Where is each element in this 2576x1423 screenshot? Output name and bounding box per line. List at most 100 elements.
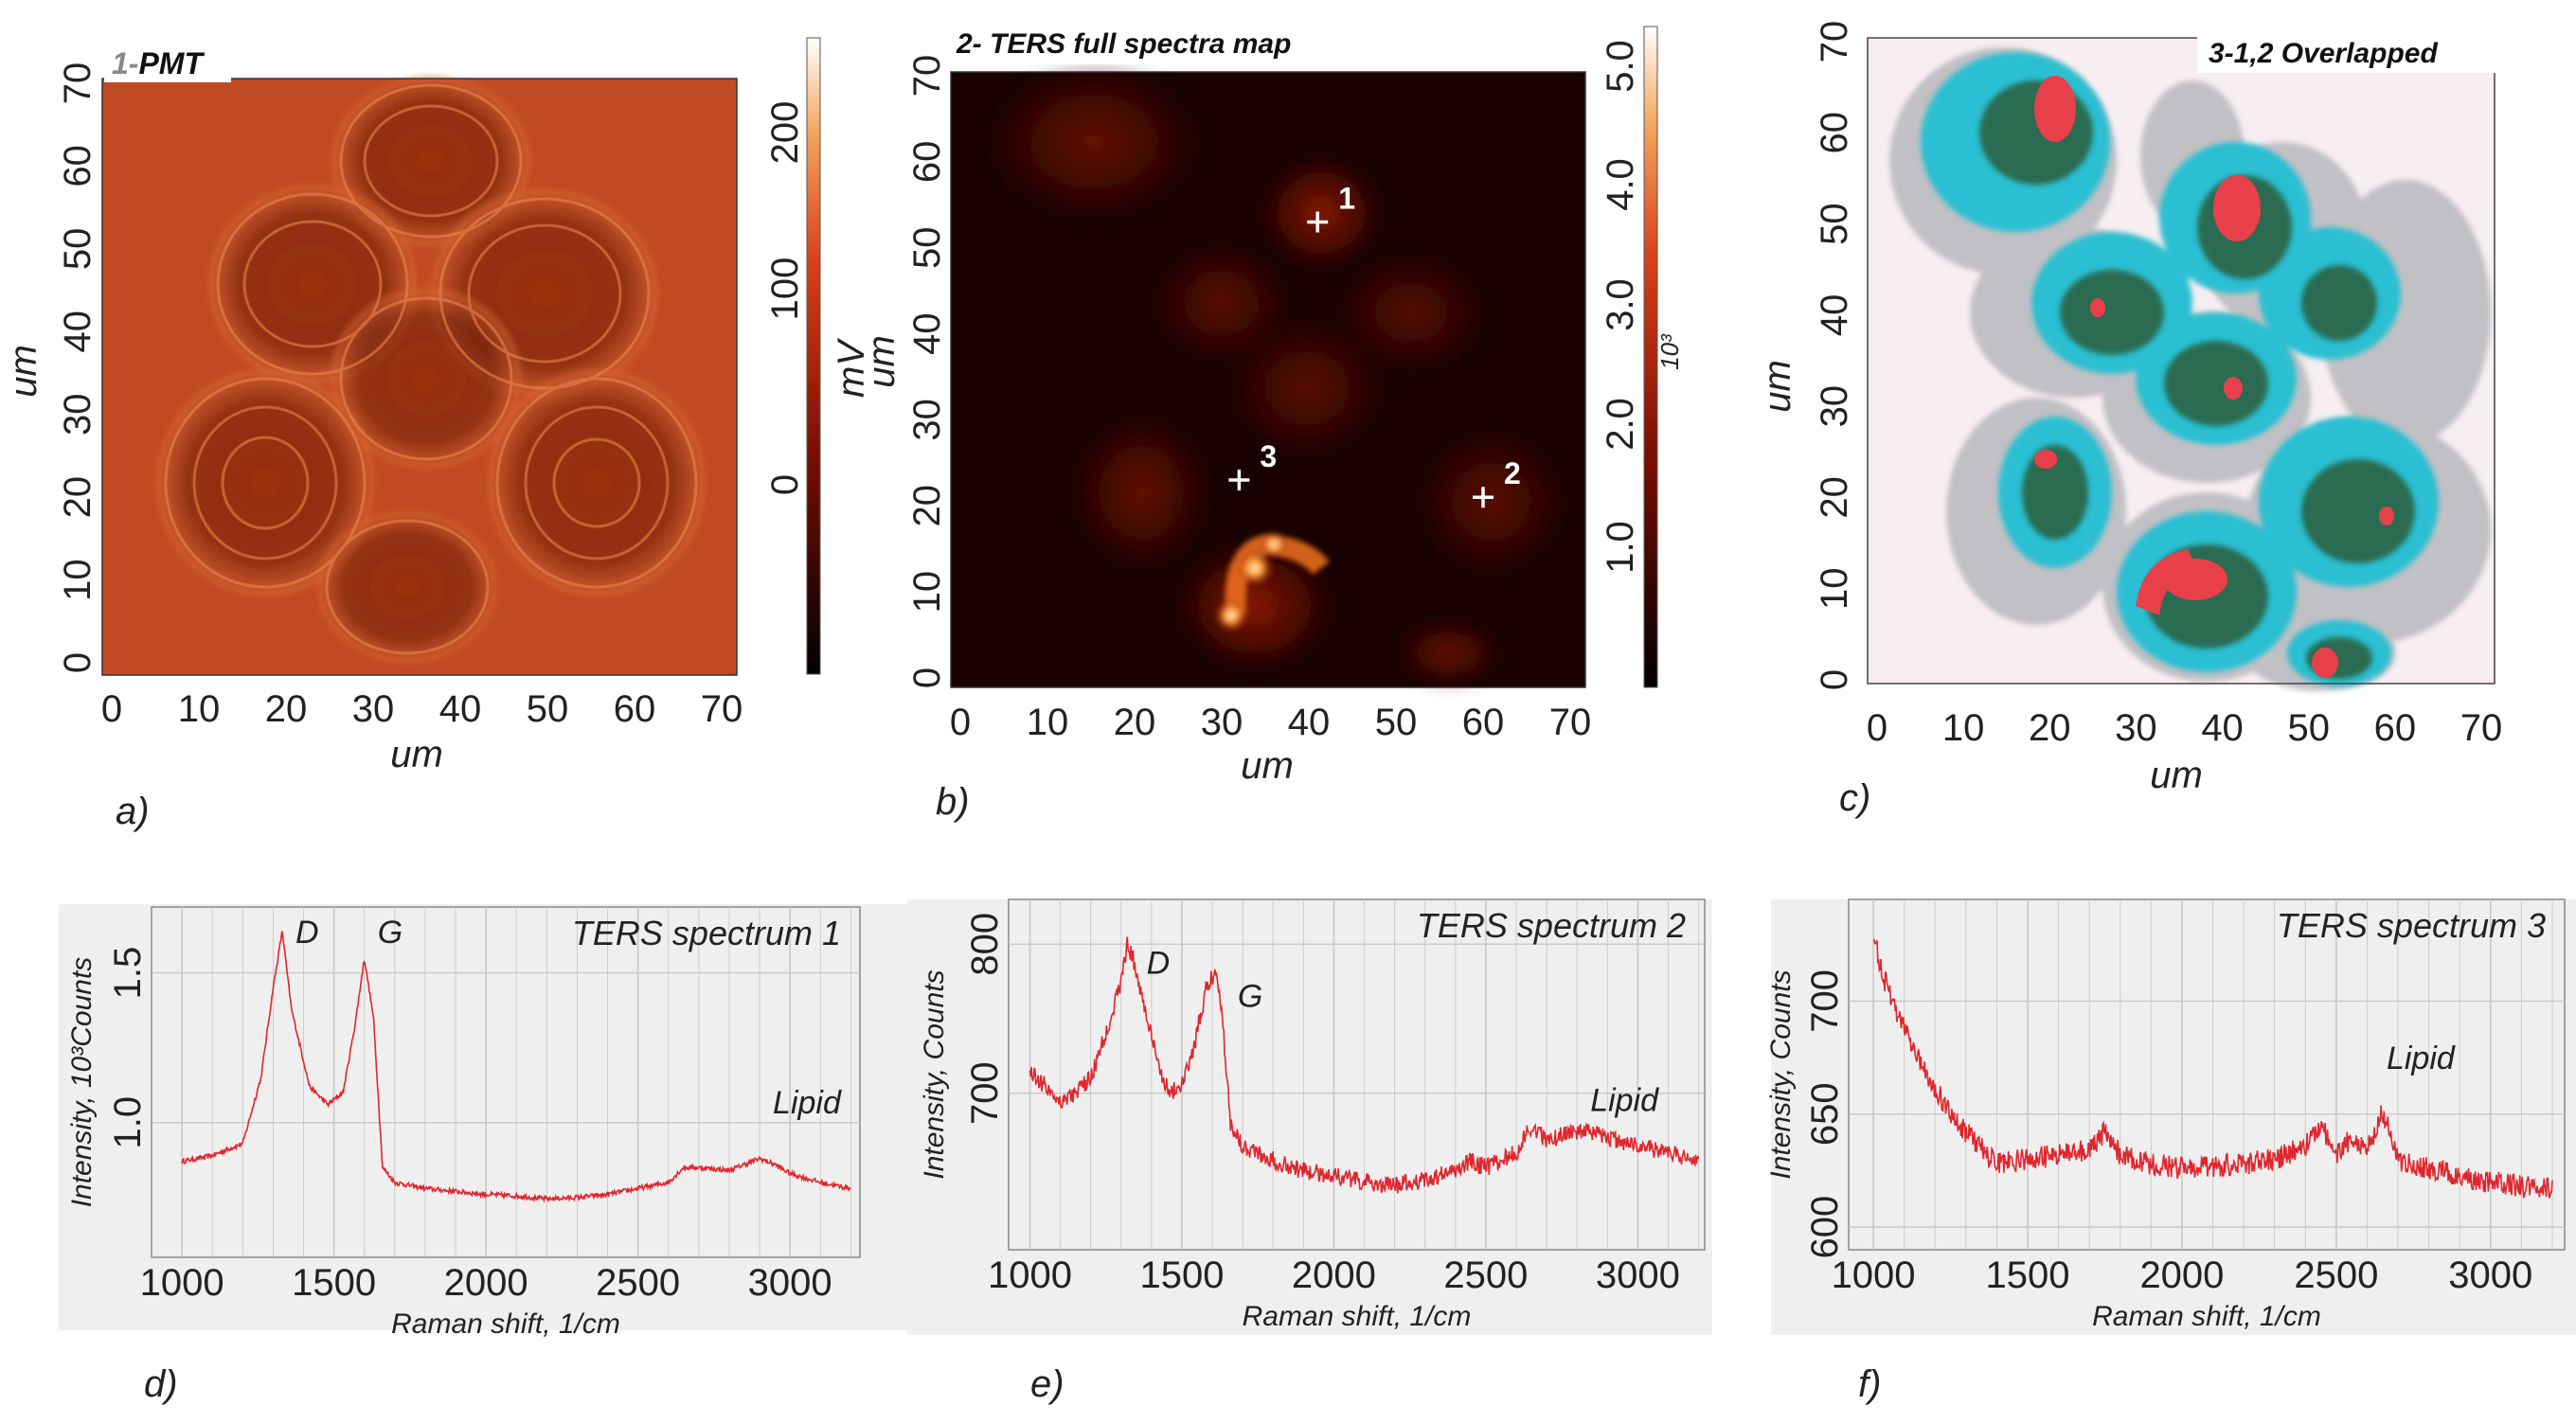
marker-label: 2 <box>1504 456 1521 490</box>
marker-cross <box>1307 211 1329 233</box>
spectrum-plot-area <box>1848 898 2566 1251</box>
x-tick-label: 10 <box>1942 707 1985 749</box>
x-tick-label: 20 <box>265 688 308 730</box>
x-tick-label: 2000 <box>444 1262 528 1304</box>
ters-map-ylabel: um <box>861 335 903 388</box>
x-tick-label: 60 <box>614 688 656 730</box>
y-tick-label: 1.0 <box>107 1096 149 1149</box>
y-tick-label: 700 <box>964 1061 1006 1125</box>
y-tick-label: 30 <box>906 399 948 441</box>
x-tick-label: 3000 <box>748 1262 832 1304</box>
pmt-colorbar-ticks: 200 100 0 <box>764 101 806 496</box>
x-tick-label: 1500 <box>1139 1254 1224 1296</box>
x-tick-label: 3000 <box>1596 1254 1680 1296</box>
y-tick-label: 30 <box>1814 385 1855 428</box>
ters-map-colorbar <box>1643 26 1658 688</box>
x-axis-label: Raman shift, 1/cm <box>391 1308 620 1340</box>
overlap-xlabel: um <box>2150 755 2203 796</box>
y-tick-label: 20 <box>906 485 948 527</box>
x-axis-label: Raman shift, 1/cm <box>2092 1301 2321 1332</box>
x-tick-label: 40 <box>1288 702 1331 743</box>
x-tick-label: 1500 <box>1986 1254 2070 1296</box>
spectrum-line <box>1872 938 2553 1199</box>
x-tick-label: 0 <box>1867 707 1887 749</box>
y-tick-label: 60 <box>57 145 98 187</box>
ters-map-frame <box>950 71 1586 688</box>
panel-label: d) <box>144 1363 178 1405</box>
x-tick-label: 0 <box>101 688 122 730</box>
x-tick-label: 30 <box>1201 702 1243 743</box>
marker-cross <box>1228 470 1250 491</box>
x-tick-label: 3000 <box>2448 1254 2532 1296</box>
x-tick-label: 60 <box>2374 707 2417 749</box>
x-tick-label: 50 <box>1375 702 1418 743</box>
marker-cross <box>1473 487 1494 508</box>
overlap-title: 3-1,2 Overlapped <box>2209 38 2438 69</box>
pmt-ylabel: um <box>3 345 45 398</box>
panel-b-ters-map: 1 2 3 2- TERS full spectra map 5.0 4.0 3.0… <box>861 21 1684 823</box>
overlap-title-box <box>2197 31 2496 73</box>
x-tick-label: 70 <box>701 688 743 730</box>
y-tick-label: 40 <box>906 312 948 355</box>
panel-c-overlapped-map: 3-1,2 Overlapped 0 10 20 30 40 50 60 70 0 10 20 30… <box>1757 21 2502 819</box>
ters-map-title-box <box>952 21 1321 64</box>
ters-map-markers: 1 2 3 <box>1228 181 1521 508</box>
peak-label: D <box>1147 946 1171 982</box>
x-tick-label: 2000 <box>2139 1254 2224 1296</box>
y-tick-label: 10 <box>1814 567 1855 610</box>
x-tick-label: 0 <box>950 702 971 743</box>
x-tick-label: 2500 <box>1443 1254 1528 1296</box>
overlap-yticks: 0 10 20 30 40 50 60 70 <box>1814 21 1855 690</box>
peak-label: Lipid <box>1590 1083 1659 1119</box>
x-tick-label: 40 <box>2201 707 2244 749</box>
spectrum-plot-area <box>151 906 861 1258</box>
ters-cbar-tick: 4.0 <box>1600 158 1641 211</box>
x-tick-label: 2500 <box>2294 1254 2378 1296</box>
y-tick-label: 70 <box>906 55 948 98</box>
peak-label: Lipid <box>2387 1041 2456 1076</box>
x-tick-label: 2000 <box>1292 1254 1376 1296</box>
x-tick-label: 20 <box>2029 707 2071 749</box>
peak-label: D <box>295 915 319 951</box>
pmt-yticks: 0 10 20 30 40 50 60 70 <box>57 62 98 673</box>
ters-map-blobs <box>980 57 1572 691</box>
y-tick-label: 50 <box>57 228 98 271</box>
y-tick-label: 40 <box>57 311 98 353</box>
ters-map-hotspot <box>1214 531 1330 632</box>
y-tick-label: 0 <box>57 652 98 673</box>
x-tick-label: 1000 <box>140 1262 224 1304</box>
peak-label: G <box>378 915 402 951</box>
y-tick-label: 1.5 <box>107 947 149 1000</box>
spectrum-line <box>181 931 851 1203</box>
panel-label-a: a) <box>116 791 150 832</box>
y-tick-label: 10 <box>57 559 98 601</box>
x-tick-label: 1000 <box>988 1254 1072 1296</box>
x-tick-label: 50 <box>527 688 569 730</box>
pmt-cells <box>156 76 706 663</box>
ters-cbar-tick: 5.0 <box>1600 40 1641 93</box>
y-tick-label: 0 <box>906 667 948 688</box>
y-tick-label: 800 <box>964 913 1006 976</box>
y-tick-label: 650 <box>1804 1082 1846 1146</box>
pmt-xticks: 0 10 20 30 40 50 60 70 <box>101 688 742 730</box>
spectrum-title: TERS spectrum 3 <box>2277 906 2546 945</box>
spectrum-plot-area <box>1008 898 1706 1251</box>
y-tick-label: 600 <box>1804 1196 1846 1259</box>
pmt-cbar-tick: 0 <box>764 474 806 495</box>
y-tick-label: 50 <box>906 226 948 269</box>
pmt-title-num: 1- <box>112 46 138 80</box>
panel-label-b: b) <box>936 781 970 823</box>
ters-map-title: 2- TERS full spectra map <box>956 28 1291 60</box>
y-tick-label: 30 <box>57 393 98 436</box>
y-axis-label: Intensity, 10³Counts <box>66 957 98 1208</box>
pmt-rings <box>164 83 698 655</box>
pmt-frame <box>101 78 738 676</box>
panel-label: f) <box>1858 1363 1881 1405</box>
overlap-red <box>2034 76 2394 678</box>
pmt-title-text: PMT <box>138 46 205 80</box>
y-tick-label: 700 <box>1804 969 1846 1033</box>
y-tick-label: 50 <box>1814 203 1855 244</box>
pmt-colorbar <box>806 37 821 675</box>
ters-map-xticks: 0 10 20 30 40 50 60 70 <box>950 702 1591 743</box>
